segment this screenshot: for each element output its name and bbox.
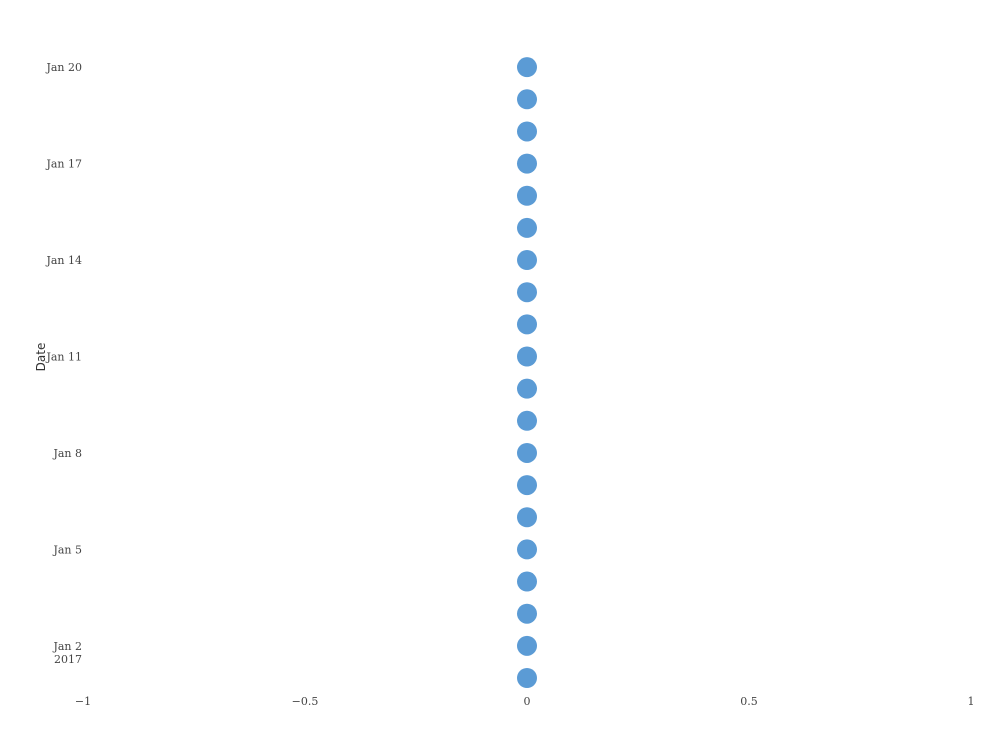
x-axis-ticks: −1 −0.5 0 0.5 1 [75, 695, 975, 708]
scatter-point [517, 89, 537, 110]
x-tick-label: 1 [968, 695, 975, 708]
scatter-point [517, 153, 537, 174]
x-tick-label: 0 [524, 695, 531, 708]
scatter-point [517, 378, 537, 399]
y-tick-sublabel: 2017 [54, 653, 82, 666]
y-tick-label: Jan 5 [52, 543, 82, 556]
y-tick-label: Jan 2 [52, 640, 82, 653]
scatter-point [517, 475, 537, 496]
scatter-point [517, 571, 537, 592]
scatter-point [517, 410, 537, 431]
scatter-point [517, 121, 537, 142]
scatter-point [517, 217, 537, 238]
scatter-point [517, 442, 537, 463]
scatter-point [517, 250, 537, 271]
scatter-point [517, 635, 537, 656]
x-tick-label: −1 [75, 695, 91, 708]
scatter-point [517, 603, 537, 624]
scatter-point [517, 185, 537, 206]
scatter-point [517, 57, 537, 78]
y-tick-label: Jan 8 [52, 447, 82, 460]
y-tick-label: Jan 17 [45, 158, 82, 171]
scatter-point [517, 282, 537, 303]
scatter-point [517, 668, 537, 688]
x-tick-label: 0.5 [740, 695, 758, 708]
scatter-point [517, 507, 537, 528]
y-tick-label: Jan 11 [45, 351, 82, 364]
scatter-point [517, 314, 537, 335]
y-tick-label: Jan 20 [45, 61, 82, 74]
y-axis-title: Date [34, 343, 48, 372]
scatter-point [517, 539, 537, 560]
scatter-points [517, 57, 537, 688]
y-tick-label: Jan 14 [45, 254, 82, 267]
scatter-point [517, 346, 537, 367]
x-tick-label: −0.5 [292, 695, 319, 708]
